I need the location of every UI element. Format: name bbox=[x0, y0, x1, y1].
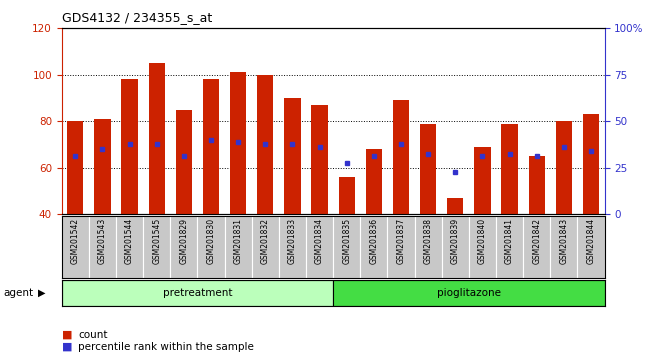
Bar bbox=[415, 216, 442, 278]
Text: GSM201834: GSM201834 bbox=[315, 218, 324, 264]
Bar bbox=[501, 124, 517, 214]
Text: GSM201542: GSM201542 bbox=[71, 218, 80, 264]
Text: GSM201841: GSM201841 bbox=[505, 218, 514, 264]
Bar bbox=[176, 110, 192, 214]
Bar bbox=[420, 124, 436, 214]
Bar bbox=[333, 216, 360, 278]
Bar bbox=[67, 121, 83, 214]
Text: GSM201832: GSM201832 bbox=[261, 218, 270, 264]
Bar bbox=[583, 114, 599, 214]
Text: ■: ■ bbox=[62, 330, 72, 339]
Bar bbox=[556, 121, 572, 214]
Bar bbox=[366, 149, 382, 214]
Bar bbox=[550, 216, 577, 278]
Text: ▶: ▶ bbox=[38, 288, 46, 298]
Text: GSM201840: GSM201840 bbox=[478, 218, 487, 264]
Text: percentile rank within the sample: percentile rank within the sample bbox=[78, 342, 254, 352]
Bar bbox=[528, 156, 545, 214]
Text: GSM201839: GSM201839 bbox=[450, 218, 460, 264]
Text: GSM201543: GSM201543 bbox=[98, 218, 107, 264]
Text: GSM201545: GSM201545 bbox=[152, 218, 161, 264]
Bar bbox=[143, 216, 170, 278]
Bar bbox=[311, 105, 328, 214]
Bar bbox=[62, 216, 89, 278]
Bar bbox=[116, 216, 143, 278]
Bar bbox=[577, 216, 605, 278]
Bar bbox=[496, 216, 523, 278]
Text: GSM201843: GSM201843 bbox=[559, 218, 568, 264]
Bar bbox=[170, 216, 198, 278]
Text: GSM201842: GSM201842 bbox=[532, 218, 541, 264]
Text: ■: ■ bbox=[62, 342, 72, 352]
Bar bbox=[306, 216, 333, 278]
Bar bbox=[62, 280, 333, 306]
Bar bbox=[333, 280, 604, 306]
Bar bbox=[474, 147, 491, 214]
Bar bbox=[89, 216, 116, 278]
Text: agent: agent bbox=[3, 288, 33, 298]
Bar bbox=[203, 79, 219, 214]
Text: GSM201833: GSM201833 bbox=[288, 218, 297, 264]
Bar bbox=[257, 75, 274, 214]
Bar bbox=[279, 216, 306, 278]
Text: GSM201829: GSM201829 bbox=[179, 218, 188, 264]
Text: GSM201836: GSM201836 bbox=[369, 218, 378, 264]
Text: count: count bbox=[78, 330, 107, 339]
Bar bbox=[230, 73, 246, 214]
Bar bbox=[442, 216, 469, 278]
Bar bbox=[387, 216, 415, 278]
Text: GSM201838: GSM201838 bbox=[424, 218, 433, 264]
Bar bbox=[523, 216, 551, 278]
Bar bbox=[198, 216, 225, 278]
Bar bbox=[225, 216, 252, 278]
Bar bbox=[284, 98, 300, 214]
Text: GDS4132 / 234355_s_at: GDS4132 / 234355_s_at bbox=[62, 11, 212, 24]
Text: GSM201835: GSM201835 bbox=[342, 218, 351, 264]
Bar bbox=[339, 177, 355, 214]
Text: pioglitazone: pioglitazone bbox=[437, 288, 500, 298]
Text: GSM201544: GSM201544 bbox=[125, 218, 134, 264]
Text: pretreatment: pretreatment bbox=[162, 288, 232, 298]
Bar bbox=[360, 216, 387, 278]
Bar bbox=[149, 63, 165, 214]
Bar bbox=[469, 216, 496, 278]
Bar bbox=[447, 198, 463, 214]
Bar bbox=[393, 100, 409, 214]
Text: GSM201831: GSM201831 bbox=[233, 218, 242, 264]
Text: GSM201830: GSM201830 bbox=[207, 218, 216, 264]
Text: GSM201837: GSM201837 bbox=[396, 218, 406, 264]
Bar bbox=[94, 119, 111, 214]
Text: GSM201844: GSM201844 bbox=[586, 218, 595, 264]
Bar bbox=[122, 79, 138, 214]
Bar bbox=[252, 216, 279, 278]
